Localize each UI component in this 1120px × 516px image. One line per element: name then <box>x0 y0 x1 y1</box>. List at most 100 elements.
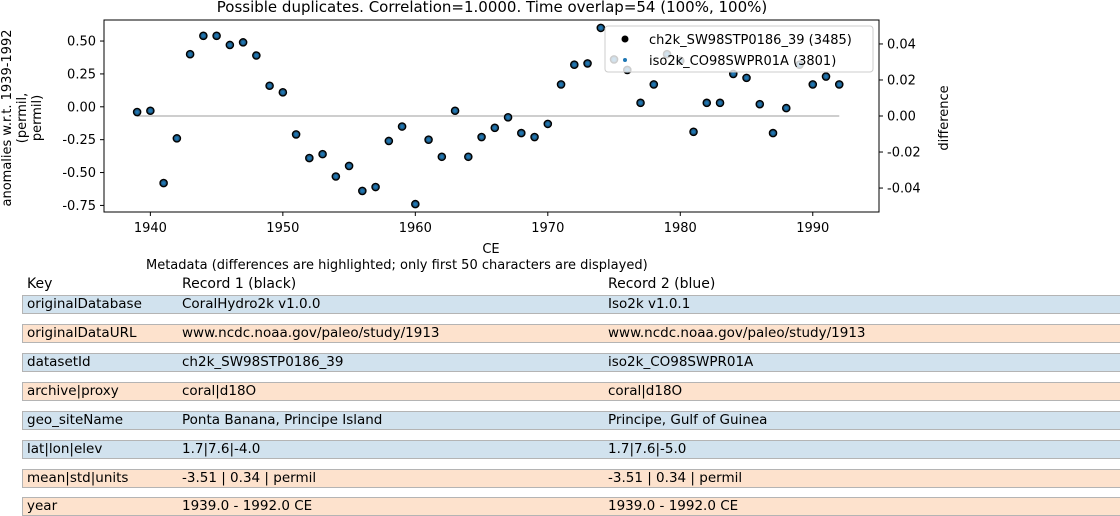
data-point-record2 <box>135 110 139 114</box>
data-point-record2 <box>215 34 219 38</box>
column-header-record1: Record 1 (black) <box>182 276 297 292</box>
metadata-key-cell: datasetId <box>27 354 91 370</box>
data-point-record2 <box>373 185 378 189</box>
metadata-key-cell: archive|proxy <box>27 383 119 399</box>
data-point-record2 <box>824 74 828 79</box>
data-point-record2 <box>201 34 205 38</box>
data-point-record2 <box>347 164 351 168</box>
y-tick-label: -0.25 <box>62 133 96 148</box>
x-axis-label: CE <box>482 242 499 257</box>
metadata-record2-cell: coral|d18O <box>608 383 683 399</box>
metadata-row: lat|lon|elev 1.7|7.6|-4.0 1.7|7.6|-5.0 <box>22 440 1120 459</box>
chart-legend: ch2k_SW98STP0186_39 (3485) iso2k_CO98SWP… <box>604 25 874 73</box>
data-point-record2 <box>307 156 311 160</box>
column-header-key: Key <box>27 276 53 292</box>
data-point-record2 <box>546 122 550 126</box>
y2-axis-label: difference <box>937 85 952 150</box>
data-point-record2 <box>148 109 152 113</box>
data-point-record2 <box>758 102 762 106</box>
y2-tick-label: 0.02 <box>887 73 916 88</box>
y-axis-label-line: permil) <box>30 95 45 141</box>
metadata-record1-cell: ch2k_SW98STP0186_39 <box>182 354 344 370</box>
data-point-record2 <box>466 155 470 159</box>
data-point-record2 <box>228 43 232 47</box>
metadata-record2-cell: Iso2k v1.0.1 <box>608 296 691 312</box>
metadata-record2-cell: 1.7|7.6|-5.0 <box>608 441 687 457</box>
x-tick-label: 1970 <box>531 221 564 236</box>
metadata-record1-cell: Ponta Banana, Principe Island <box>182 412 383 428</box>
metadata-key-cell: lat|lon|elev <box>27 441 103 457</box>
data-point-record2 <box>479 135 484 139</box>
data-point-record2 <box>519 131 523 135</box>
data-point-record2 <box>400 124 404 129</box>
metadata-key-cell: originalDatabase <box>27 296 142 312</box>
data-point-record2 <box>837 82 841 87</box>
data-point-record2 <box>453 109 457 113</box>
y-tick-label: 0.00 <box>67 100 96 115</box>
data-point-record2 <box>426 138 431 142</box>
x-tick-label: 1990 <box>796 221 829 236</box>
legend-marker-record2 <box>623 58 627 62</box>
metadata-record1-cell: 1.7|7.6|-4.0 <box>182 441 261 457</box>
x-tick-label: 1980 <box>664 221 697 236</box>
data-point-record2 <box>440 155 444 159</box>
plot-area: 1940 1950 1960 1970 1980 1990 0.50 0.25 0.00 -0.2… <box>62 19 921 236</box>
data-point-record2 <box>281 90 285 94</box>
data-point-record2 <box>744 76 749 80</box>
data-point-record2 <box>731 72 735 76</box>
metadata-record2-cell: -3.51 | 0.34 | permil <box>608 470 743 486</box>
data-point-record2 <box>387 139 391 143</box>
data-point-record2 <box>188 52 192 56</box>
data-point-record2 <box>532 135 537 139</box>
metadata-row: datasetId ch2k_SW98STP0186_39 iso2k_CO98SW… <box>22 353 1120 372</box>
data-point-record2 <box>599 26 603 30</box>
data-point-record2 <box>493 126 497 130</box>
y-tick-label: 0.25 <box>67 67 96 82</box>
data-point-record2 <box>771 131 775 135</box>
metadata-title: Metadata (differences are highlighted; o… <box>146 258 648 273</box>
x-tick-label: 1950 <box>266 221 299 236</box>
y-axis-label: anomalies w.r.t. 1939-1992(permil,permil… <box>0 30 45 207</box>
metadata-row: originalDatabase CoralHydro2k v1.0.0 Iso2k… <box>22 295 1120 314</box>
metadata-row: mean|std|units -3.51 | 0.34 | permil -3.51… <box>22 469 1120 488</box>
metadata-key-cell: originalDataURL <box>27 325 137 341</box>
metadata-key-cell: mean|std|units <box>27 470 129 486</box>
data-point-record2 <box>334 174 338 179</box>
y-tick-label: -0.50 <box>62 166 96 181</box>
metadata-record1-cell: CoralHydro2k v1.0.0 <box>182 296 321 312</box>
data-point-record2 <box>638 101 643 105</box>
data-point-record2 <box>175 136 179 140</box>
data-point-record2 <box>559 82 563 87</box>
x-tick-label: 1960 <box>399 221 432 236</box>
legend-entry-record2: iso2k_CO98SWPR01A (3801) <box>649 54 836 69</box>
metadata-record1-cell: 1939.0 - 1992.0 CE <box>182 498 313 514</box>
legend-marker-record1 <box>621 35 629 43</box>
data-point-record2 <box>254 53 258 58</box>
data-point-record2 <box>294 132 298 137</box>
data-point-record2 <box>506 115 510 119</box>
data-point-record2 <box>811 82 815 87</box>
metadata-key-cell: geo_siteName <box>27 412 124 428</box>
data-point-record2 <box>691 130 696 134</box>
metadata-row: originalDataURL www.ncdc.noaa.gov/paleo/s… <box>22 324 1120 343</box>
metadata-row: archive|proxy coral|d18O coral|d18O <box>22 382 1120 401</box>
x-tick-label: 1940 <box>134 221 167 236</box>
metadata-record2-cell: iso2k_CO98SWPR01A <box>608 354 754 370</box>
data-point-record2 <box>320 152 325 156</box>
data-point-record2 <box>585 61 590 65</box>
y-axis-label-line: anomalies w.r.t. 1939-1992 <box>0 30 15 207</box>
column-header-record2: Record 2 (blue) <box>608 276 716 292</box>
y-tick-label: 0.50 <box>67 35 96 50</box>
data-point-record2 <box>267 84 272 88</box>
metadata-key-cell: year <box>27 498 58 514</box>
chart-title: Possible duplicates. Correlation=1.0000.… <box>217 0 768 16</box>
y2-tick-label: 0.00 <box>887 110 916 125</box>
metadata-record2-cell: 1939.0 - 1992.0 CE <box>608 498 739 514</box>
data-point-record2 <box>241 40 245 44</box>
y-axis-label-line: (permil, <box>15 93 30 143</box>
data-point-record2 <box>572 63 576 67</box>
data-point-record2 <box>413 202 417 206</box>
metadata-record2-cell: Principe, Gulf of Guinea <box>608 412 768 428</box>
y2-tick-label: 0.04 <box>887 37 916 52</box>
duplicate-comparison-chart: Possible duplicates. Correlation=1.0000.… <box>0 0 952 257</box>
